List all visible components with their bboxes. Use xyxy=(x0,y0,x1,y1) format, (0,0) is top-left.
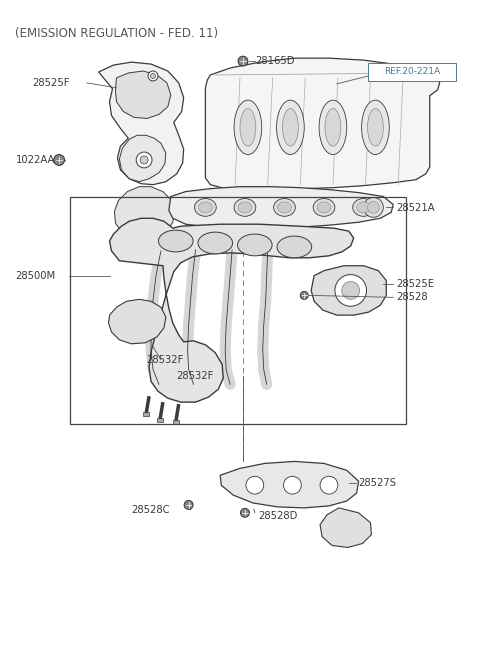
Text: 28165D: 28165D xyxy=(255,56,294,66)
Ellipse shape xyxy=(368,202,379,214)
Bar xyxy=(143,412,149,416)
Ellipse shape xyxy=(368,109,384,146)
Circle shape xyxy=(284,476,301,494)
Ellipse shape xyxy=(238,234,272,256)
Ellipse shape xyxy=(198,232,233,254)
Ellipse shape xyxy=(234,198,256,216)
Text: 28532F: 28532F xyxy=(146,354,183,365)
Text: 28525E: 28525E xyxy=(396,278,434,288)
Circle shape xyxy=(140,156,148,164)
Polygon shape xyxy=(205,58,440,189)
Ellipse shape xyxy=(283,109,298,146)
Bar xyxy=(70,196,406,424)
Text: REF.20-221A: REF.20-221A xyxy=(384,67,440,77)
Polygon shape xyxy=(108,299,166,344)
Ellipse shape xyxy=(317,202,331,213)
Ellipse shape xyxy=(277,202,291,213)
Ellipse shape xyxy=(234,100,262,155)
Bar xyxy=(157,418,163,422)
Text: (EMISSION REGULATION - FED. 11): (EMISSION REGULATION - FED. 11) xyxy=(14,26,218,39)
Polygon shape xyxy=(114,187,175,239)
Circle shape xyxy=(342,282,360,299)
Ellipse shape xyxy=(357,202,371,213)
Circle shape xyxy=(151,73,156,79)
Ellipse shape xyxy=(353,198,374,216)
Ellipse shape xyxy=(199,202,212,213)
Ellipse shape xyxy=(325,109,341,146)
Ellipse shape xyxy=(361,100,389,155)
Ellipse shape xyxy=(158,230,193,252)
Text: 28521A: 28521A xyxy=(396,204,435,214)
Ellipse shape xyxy=(277,236,312,258)
Text: 28532F: 28532F xyxy=(176,371,213,381)
Ellipse shape xyxy=(319,100,347,155)
Polygon shape xyxy=(116,71,171,119)
Ellipse shape xyxy=(363,198,384,217)
Ellipse shape xyxy=(238,202,252,213)
Bar xyxy=(173,420,179,424)
Text: 28527S: 28527S xyxy=(359,478,396,488)
Polygon shape xyxy=(320,508,372,548)
Circle shape xyxy=(148,71,158,81)
FancyBboxPatch shape xyxy=(368,63,456,81)
Text: 28528: 28528 xyxy=(396,292,428,303)
Ellipse shape xyxy=(240,109,256,146)
Circle shape xyxy=(335,274,367,307)
Circle shape xyxy=(136,152,152,168)
Text: 28528D: 28528D xyxy=(258,511,297,521)
Polygon shape xyxy=(169,187,393,228)
Ellipse shape xyxy=(194,198,216,216)
Circle shape xyxy=(54,155,64,166)
Circle shape xyxy=(240,508,250,517)
Polygon shape xyxy=(120,135,166,181)
Circle shape xyxy=(300,291,308,299)
Polygon shape xyxy=(109,218,354,402)
Text: 28528C: 28528C xyxy=(131,505,170,515)
Polygon shape xyxy=(220,461,359,508)
Circle shape xyxy=(238,56,248,66)
Text: 28525F: 28525F xyxy=(33,78,70,88)
Circle shape xyxy=(246,476,264,494)
Circle shape xyxy=(320,476,338,494)
Text: 28500M: 28500M xyxy=(16,271,56,280)
Ellipse shape xyxy=(313,198,335,216)
Text: 1022AA: 1022AA xyxy=(16,155,55,165)
Polygon shape xyxy=(311,266,386,315)
Circle shape xyxy=(184,500,193,510)
Ellipse shape xyxy=(274,198,295,216)
Ellipse shape xyxy=(276,100,304,155)
Polygon shape xyxy=(99,62,184,185)
